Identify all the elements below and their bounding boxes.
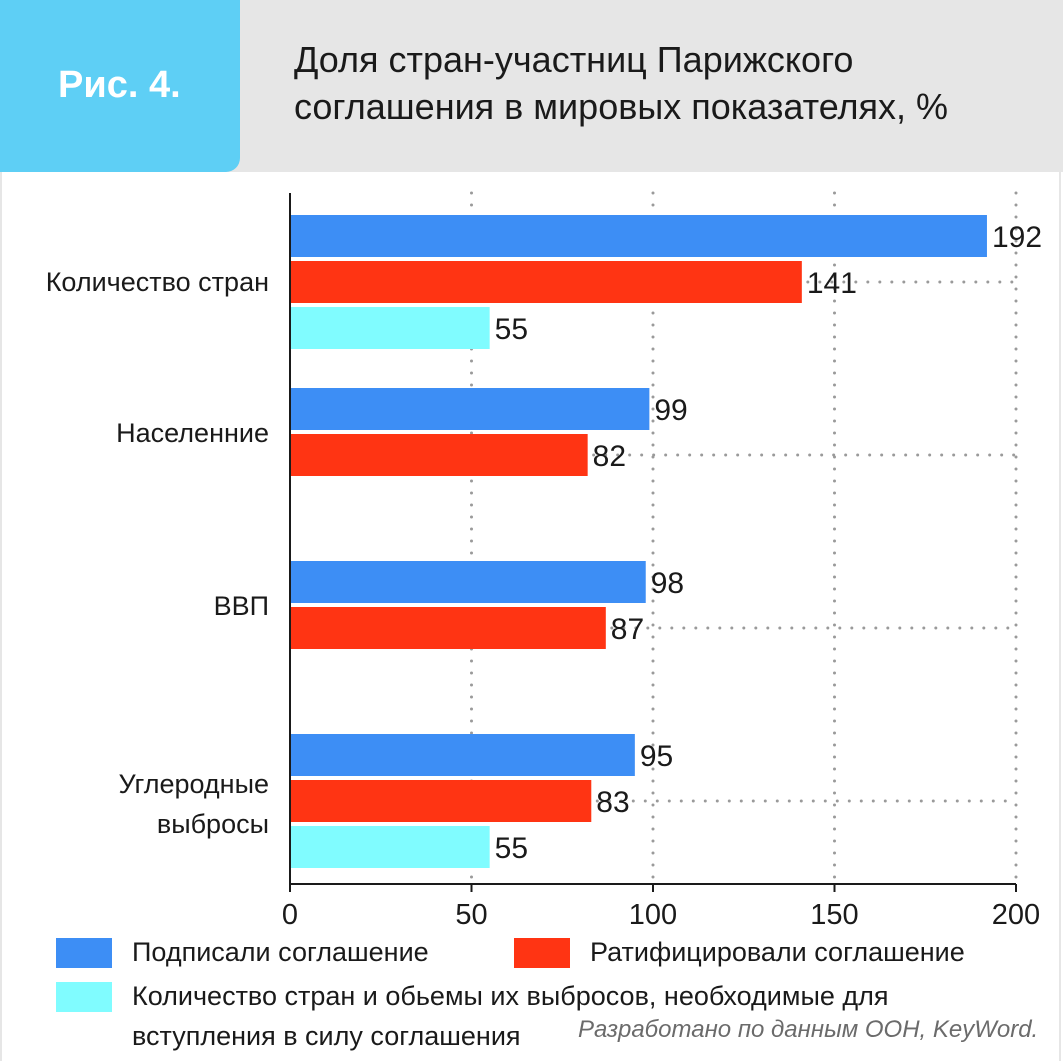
bar — [290, 215, 987, 257]
chart-frame — [0, 172, 1061, 1061]
bar — [290, 734, 635, 776]
bar — [290, 388, 650, 430]
x-tick-label: 150 — [810, 899, 858, 931]
bar-value-label: 95 — [640, 740, 673, 773]
category-label: ВВП — [214, 591, 269, 621]
x-tick-label: 200 — [992, 899, 1040, 931]
bar — [290, 561, 646, 603]
x-tick-label: 100 — [629, 899, 677, 931]
bar-value-label: 192 — [992, 221, 1042, 254]
bar — [290, 607, 606, 649]
figure-number: Рис. 4. — [58, 64, 181, 106]
bar-value-label: 141 — [807, 267, 857, 300]
bar-value-label: 99 — [654, 394, 687, 427]
legend-label-signed: Подписали соглашение — [132, 937, 429, 967]
bar — [290, 434, 588, 476]
category-label: выбросы — [157, 809, 269, 839]
figure-badge: Рис. 4. — [0, 0, 240, 172]
x-tick-label: 0 — [282, 899, 298, 931]
bar — [290, 780, 592, 822]
bar-value-label: 83 — [596, 786, 629, 819]
category-label: Количество стран — [46, 267, 269, 297]
bar — [290, 261, 802, 303]
bar-value-label: 55 — [495, 832, 528, 865]
source-note: Разработано по данным ООН, KeyWord. — [578, 1016, 1039, 1043]
bar-value-label: 87 — [611, 613, 644, 646]
bar-value-label: 98 — [651, 567, 684, 600]
bar-value-label: 82 — [593, 440, 626, 473]
chart-title: Доля стран-участниц Парижского соглашени… — [294, 39, 949, 127]
category-label: Населенние — [116, 418, 269, 448]
x-tick-label: 50 — [455, 899, 487, 931]
legend-label-required: Количество стран и обьемы их выбросов, н… — [132, 981, 889, 1051]
category-label: Углеродные — [119, 769, 270, 799]
legend-swatch-signed — [56, 938, 112, 968]
legend-swatch-ratified — [514, 938, 570, 968]
bar — [290, 826, 490, 868]
legend-swatch-required — [56, 982, 112, 1012]
bar-value-label: 55 — [495, 313, 528, 346]
legend-label-ratified: Ратифицировали соглашение — [590, 937, 965, 967]
bar — [290, 307, 490, 349]
